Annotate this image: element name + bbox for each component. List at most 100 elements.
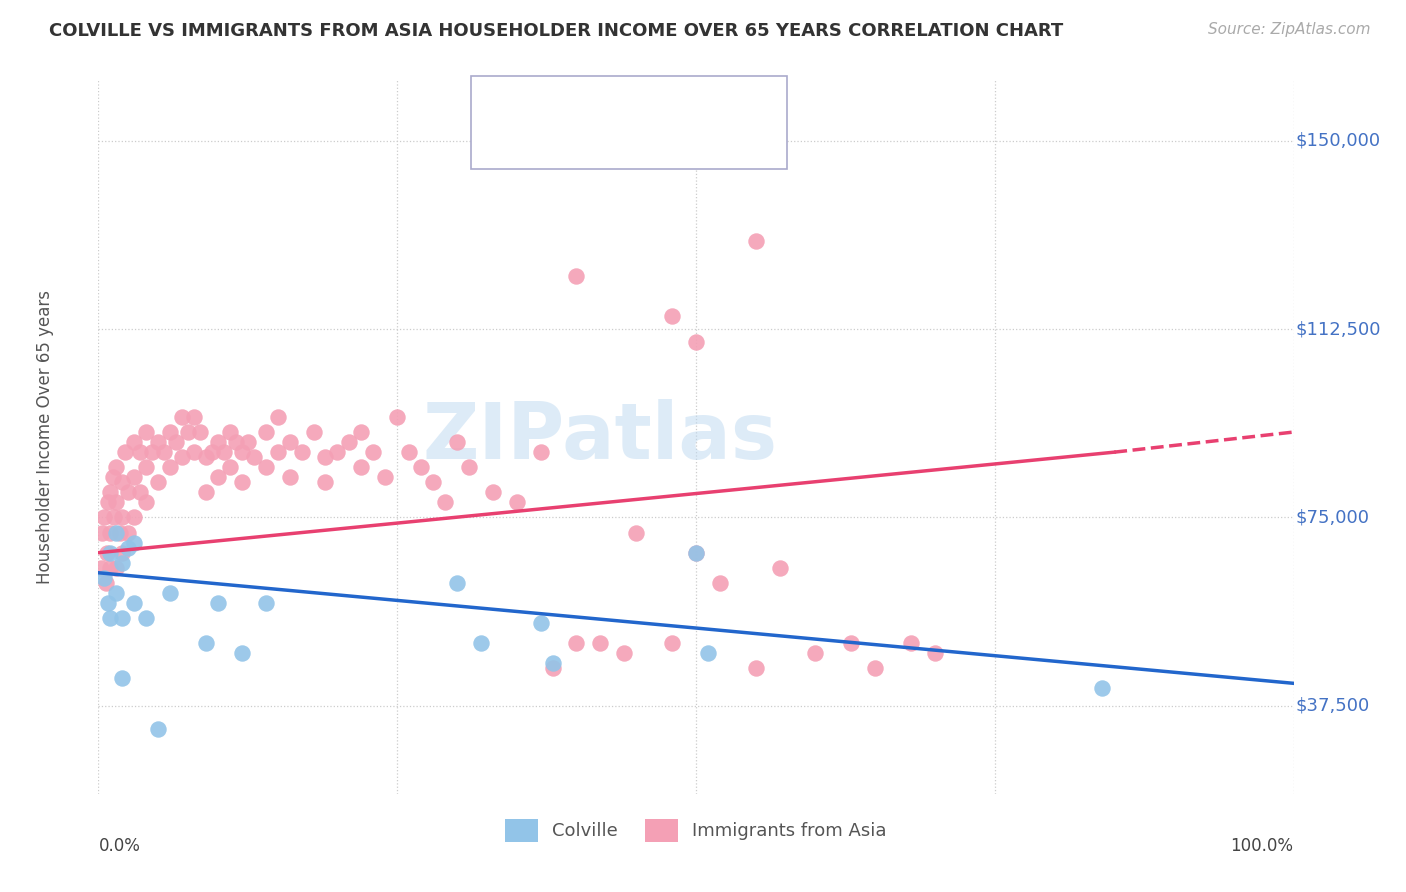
Point [661,310,683,324]
Text: 100.0%: 100.0% [1230,837,1294,855]
Point [93,571,115,585]
Text: R =: R = [524,134,564,152]
Point [207,596,229,610]
Point [114,445,136,459]
Point [129,445,152,459]
Point [172,409,194,424]
Point [350,460,373,475]
Point [924,646,946,660]
Point [111,546,134,560]
Point [315,450,337,465]
Point [385,409,409,424]
Point [350,425,373,439]
Point [124,535,146,549]
Text: N =: N = [623,134,662,152]
Point [626,525,648,540]
Point [231,475,253,490]
Point [481,485,505,500]
Point [900,636,922,650]
Point [1091,681,1114,696]
Point [124,435,146,450]
Point [267,445,290,459]
Point [135,495,157,509]
Point [219,460,242,475]
Point [105,586,128,600]
Point [188,425,211,439]
Point [129,485,152,500]
Point [96,546,118,560]
Text: 0.0%: 0.0% [98,837,141,855]
Point [589,636,612,650]
Point [685,334,707,349]
Point [661,636,683,650]
Point [124,510,146,524]
Point [159,425,181,439]
Point [153,445,176,459]
Point [98,611,122,625]
Point [685,546,707,560]
Point [97,495,120,509]
Point [195,485,218,500]
Text: $75,000: $75,000 [1296,508,1369,526]
Point [111,556,134,570]
Point [105,460,128,475]
Point [90,560,112,574]
Point [530,615,553,630]
Point [212,445,235,459]
Point [135,460,157,475]
Point [458,460,481,475]
Text: Source: ZipAtlas.com: Source: ZipAtlas.com [1208,22,1371,37]
Point [231,646,253,660]
Point [91,525,114,540]
Point [243,450,266,465]
Point [101,470,124,484]
Text: $112,500: $112,500 [1296,320,1382,338]
Point [98,560,122,574]
Point [231,445,253,459]
Point [422,475,444,490]
Text: N =: N = [623,95,662,113]
Point [108,525,131,540]
Point [111,671,134,685]
Point [434,495,457,509]
Point [865,661,887,675]
Point [291,445,314,459]
Point [339,435,361,450]
Point [363,445,385,459]
Point [541,661,564,675]
Point [446,435,468,450]
Point [183,409,205,424]
Text: COLVILLE VS IMMIGRANTS FROM ASIA HOUSEHOLDER INCOME OVER 65 YEARS CORRELATION CH: COLVILLE VS IMMIGRANTS FROM ASIA HOUSEHO… [49,22,1063,40]
Text: 0.237: 0.237 [558,134,610,152]
Point [225,435,247,450]
Point [398,445,420,459]
Point [103,510,125,524]
Point [177,425,200,439]
Point [841,636,863,650]
Point [565,269,588,284]
Point [446,575,468,590]
Point [201,445,224,459]
Point [685,546,707,560]
Point [148,475,170,490]
Text: -0.226: -0.226 [558,95,616,113]
Point [541,657,564,671]
Point [165,435,187,450]
Point [141,445,163,459]
Point [470,636,492,650]
Point [530,445,553,459]
Point [254,596,277,610]
Point [105,495,128,509]
Text: ZIPatlas: ZIPatlas [423,399,778,475]
Point [709,575,731,590]
Point [236,435,259,450]
Point [254,460,277,475]
Text: 100: 100 [658,134,696,152]
Point [98,525,122,540]
Point [105,525,128,540]
Text: 26: 26 [658,95,683,113]
Text: $150,000: $150,000 [1296,132,1381,150]
Point [111,475,134,490]
Point [302,425,325,439]
Point [148,722,170,736]
